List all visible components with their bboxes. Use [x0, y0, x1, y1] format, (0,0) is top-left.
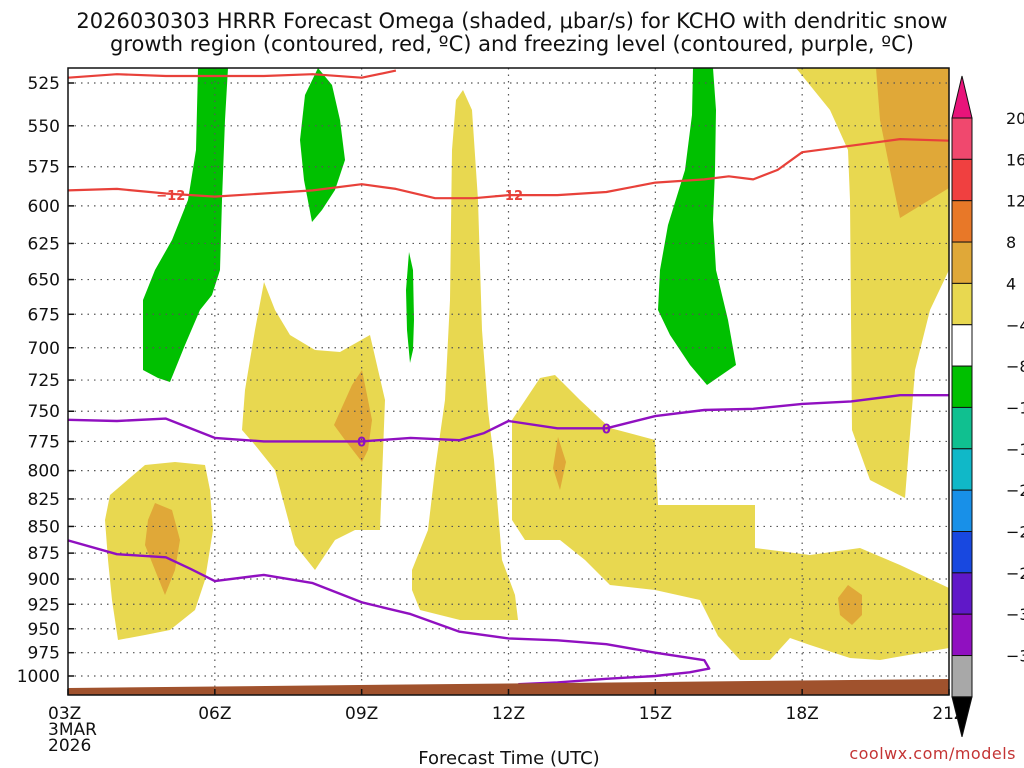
colorbar-tick-label-0: 20	[1006, 109, 1024, 128]
omega-green-region-center-top	[300, 68, 345, 222]
y-tick-label-575: 575	[28, 158, 60, 178]
freezing-level-lower-line	[68, 539, 711, 686]
terrain-ground-strip	[68, 679, 949, 695]
freezing-level-upper-line	[68, 394, 949, 443]
y-tick-label-525: 525	[28, 74, 60, 94]
y-tick-label-825: 825	[28, 490, 60, 510]
colorbar-tick-label-10: −24	[1006, 523, 1024, 542]
x-tick-label-15Z: 15Z	[639, 704, 672, 724]
colorbar-top-triangle	[951, 75, 973, 119]
y-tick-label-800: 800	[28, 462, 60, 482]
colorbar-tick-label-9: −20	[1006, 481, 1024, 500]
colorbar-segment-11	[951, 572, 973, 615]
omega-shading-layer	[105, 68, 949, 660]
y-tick-label-750: 750	[28, 402, 60, 422]
contour-label-0-center: 0	[602, 422, 611, 437]
y-tick-label-975: 975	[28, 644, 60, 664]
colorbar-tick-label-6: −8	[1006, 357, 1024, 376]
dgz-contour-neg12-line	[68, 138, 949, 200]
y-tick-label-675: 675	[28, 305, 60, 325]
omega-orange-region-mid	[334, 370, 372, 462]
omega-yellow-region-tall-column	[412, 90, 518, 620]
contour-label-neg12-left: −12	[156, 189, 185, 204]
colorbar-segment-4	[951, 282, 973, 326]
y-tick-label-700: 700	[28, 339, 60, 359]
omega-yellow-region-main-right	[512, 375, 949, 660]
x-start-label-line2: 3MAR	[48, 720, 97, 740]
omega-green-region-thin-sliver	[406, 252, 414, 363]
colorbar-tick-label-8: −16	[1006, 440, 1024, 459]
credit-link[interactable]: coolwx.com/models	[849, 744, 1016, 763]
colorbar-segment-5	[951, 324, 973, 367]
chart-title-line1: 2026030303 HRRR Forecast Omega (shaded, …	[76, 9, 947, 33]
omega-green-region-left	[143, 68, 228, 382]
y-tick-label-875: 875	[28, 544, 60, 564]
y-tick-label-625: 625	[28, 234, 60, 254]
x-start-label-line1: 03Z	[48, 704, 81, 724]
y-tick-label-900: 900	[28, 570, 60, 590]
dgz-contour-upper-line	[68, 69, 397, 79]
colorbar-segment-13	[951, 655, 973, 698]
colorbar-tick-label-5: −4	[1006, 316, 1024, 335]
y-tick-label-725: 725	[28, 371, 60, 391]
colorbar-segment-0	[951, 117, 973, 160]
contour-label-0-left: 0	[357, 435, 366, 450]
colorbar-segment-12	[951, 613, 973, 657]
colorbar-segment-1	[951, 158, 973, 202]
colorbar-tick-label-12: −32	[1006, 605, 1024, 624]
colorbar-tick-label-1: 16	[1006, 150, 1024, 169]
x-axis-title: Forecast Time (UTC)	[418, 748, 599, 768]
omega-green-region-right	[658, 68, 736, 385]
grid-layer	[68, 68, 949, 695]
y-tick-label-1000: 1000	[17, 667, 60, 687]
colorbar-segment-9	[951, 489, 973, 532]
colorbar: 20 16 12 8 4 −4 −8 −12 −16 −20 −24 −28 −32 −36	[951, 75, 1024, 738]
colorbar-tick-label-4: 4	[1006, 274, 1016, 293]
x-tick-label-12Z: 12Z	[492, 704, 525, 724]
colorbar-segment-3	[951, 241, 973, 284]
colorbar-tick-label-3: 8	[1006, 233, 1016, 252]
chart-title-line2: growth region (contoured, red, ºC) and f…	[110, 32, 914, 56]
y-tick-label-925: 925	[28, 595, 60, 615]
y-tick-label-650: 650	[28, 271, 60, 291]
colorbar-segment-7	[951, 406, 973, 450]
colorbar-segment-10	[951, 531, 973, 574]
omega-orange-region-bottom-right	[838, 585, 862, 625]
x-tick-label-18Z: 18Z	[786, 704, 819, 724]
colorbar-tick-label-13: −36	[1006, 647, 1024, 666]
x-tick-label-09Z: 09Z	[345, 704, 378, 724]
colorbar-segment-8	[951, 448, 973, 491]
colorbar-segment-6	[951, 365, 973, 408]
omega-yellow-region-mid-left	[242, 282, 385, 570]
y-tick-label-950: 950	[28, 620, 60, 640]
colorbar-segment-2	[951, 200, 973, 243]
colorbar-tick-label-2: 12	[1006, 192, 1024, 211]
colorbar-tick-label-11: −28	[1006, 564, 1024, 583]
contour-layer: −12 −12 0 0	[68, 69, 949, 686]
colorbar-tick-label-7: −12	[1006, 398, 1024, 417]
y-tick-label-550: 550	[28, 117, 60, 137]
y-tick-label-850: 850	[28, 517, 60, 537]
omega-orange-region-small-center	[553, 437, 566, 490]
y-axis: 525 550 575 600 625 650 675 700 725 750 775 800 825 8…	[17, 74, 74, 687]
y-tick-label-600: 600	[28, 197, 60, 217]
x-start-label-line3: 2026	[48, 736, 91, 756]
x-tick-label-06Z: 06Z	[198, 704, 231, 724]
y-tick-label-775: 775	[28, 432, 60, 452]
omega-orange-region-top-right	[876, 68, 949, 218]
colorbar-bottom-triangle	[951, 696, 973, 738]
contour-label-neg12-center: −12	[494, 189, 523, 204]
